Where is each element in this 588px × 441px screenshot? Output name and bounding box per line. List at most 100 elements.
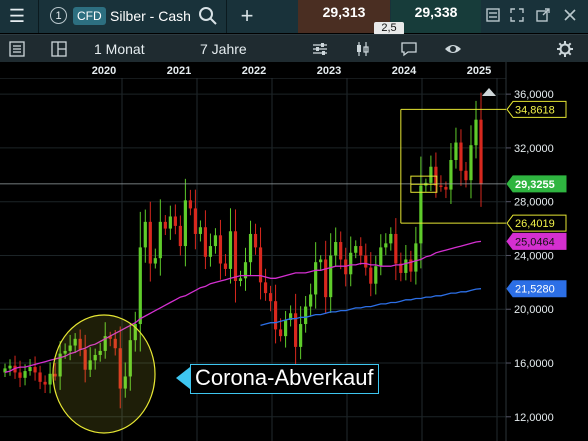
chart-toolbar: 1 Monat 7 Jahre: [0, 34, 588, 64]
candle-body: [68, 345, 72, 351]
checklist-icon[interactable]: [486, 8, 500, 22]
list-icon[interactable]: [8, 40, 26, 58]
candle-body: [389, 233, 393, 244]
price-tag-ma-short: 25,0464: [515, 236, 555, 248]
candle-body: [294, 313, 298, 347]
gear-icon[interactable]: [556, 40, 574, 58]
candle-body: [193, 208, 197, 234]
y-tick-label: 12,0000: [514, 412, 554, 424]
candle-body: [289, 313, 293, 320]
eye-icon[interactable]: [444, 40, 462, 58]
candle-body: [48, 373, 52, 385]
spread-value: 2,5: [374, 22, 404, 35]
candle-body: [28, 367, 32, 372]
candle-body: [213, 235, 218, 247]
x-tick-label: 2022: [242, 65, 266, 77]
x-tick-label: 2024: [392, 65, 417, 77]
overlays: [0, 88, 506, 434]
candle-body: [399, 263, 403, 273]
corona-highlight-ellipse: [52, 314, 156, 434]
hamburger-icon[interactable]: ☰: [8, 6, 26, 26]
sliders-icon[interactable]: [311, 40, 329, 58]
price-chart[interactable]: 2020 2021 2022 2023 2024 2025 36,0000 32,0000 2…: [0, 62, 588, 441]
candle-body: [53, 373, 57, 377]
candle-body: [409, 259, 413, 272]
candle-body: [78, 338, 82, 350]
candle-body: [369, 267, 373, 284]
price-tag-current: 29,3255: [515, 179, 555, 191]
candle-body: [344, 259, 348, 275]
ask-price[interactable]: 29,338: [391, 0, 481, 33]
candle-body: [444, 186, 448, 190]
range-selector[interactable]: 7 Jahre: [200, 41, 247, 57]
candle-body: [118, 348, 122, 389]
candle-body: [339, 242, 343, 260]
x-tick-label: 2021: [167, 65, 191, 77]
candle-body: [203, 227, 208, 257]
candle-body: [143, 221, 147, 248]
y-tick-label: 20,0000: [514, 304, 554, 316]
search-icon[interactable]: [197, 5, 219, 27]
candle-body: [384, 243, 388, 248]
close-icon[interactable]: [563, 8, 577, 22]
candlestick-icon[interactable]: [354, 40, 372, 58]
x-axis: 2020 2021 2022 2023 2024 2025: [0, 62, 506, 78]
candle-body: [273, 301, 278, 330]
price-tag-high: 34,8618: [515, 104, 555, 116]
annotation-callout[interactable]: Corona-Abverkauf: [190, 364, 379, 394]
candle-body: [439, 185, 443, 187]
candle-body: [3, 368, 7, 373]
candle-body: [173, 216, 177, 226]
candle-body: [454, 142, 458, 161]
candle-body: [354, 246, 358, 253]
candle-body: [158, 221, 162, 259]
candle-body: [108, 336, 112, 339]
y-axis: 36,0000 32,0000 28,0000 24,0000 20,0000 16,00…: [505, 62, 588, 441]
candle-body: [334, 242, 338, 256]
candle-body: [43, 381, 47, 385]
candle-body: [83, 349, 87, 370]
tab-number[interactable]: 1: [50, 7, 67, 24]
candle-body: [394, 233, 398, 264]
plus-icon[interactable]: +: [240, 3, 254, 28]
candle-body: [183, 200, 187, 247]
candle-body: [329, 255, 333, 298]
candle-body: [163, 221, 167, 229]
x-axis-band: [0, 62, 506, 78]
top-bar: ☰ 1 CFD Silber - Cash + 29,313 29,338 2,…: [0, 0, 588, 35]
y-tick-label: 24,0000: [514, 250, 554, 262]
candle-body: [459, 142, 463, 171]
candle-body: [208, 246, 213, 257]
price-tag-ma-long-bg: [506, 280, 567, 298]
candle-body: [349, 252, 353, 275]
x-tick-label: 2020: [92, 65, 116, 77]
candle-body: [233, 231, 238, 282]
callout-arrow-icon: [176, 367, 190, 389]
candle-body: [18, 372, 22, 378]
price-tag-ma-long: 21,5280: [515, 284, 555, 296]
price-tag-low-bg: [506, 214, 567, 232]
candle-body: [374, 266, 378, 284]
bid-price[interactable]: 29,313: [298, 0, 390, 33]
candle-body: [299, 324, 303, 347]
price-tag-current-bg: [506, 175, 567, 193]
candle-body: [479, 119, 483, 185]
cfd-badge: CFD: [73, 7, 106, 25]
divider: [226, 0, 227, 33]
interval-selector[interactable]: 1 Monat: [94, 41, 145, 57]
candle-body: [178, 225, 182, 247]
comment-icon[interactable]: [400, 40, 418, 58]
instrument-title[interactable]: Silber - Cash: [110, 8, 191, 24]
candle-body: [414, 243, 418, 272]
price-tag-low: 26,4019: [515, 218, 555, 230]
popout-icon[interactable]: [536, 8, 550, 22]
candle-body: [128, 340, 132, 377]
candle-body: [138, 247, 142, 325]
candle-body: [198, 227, 203, 234]
layout-icon[interactable]: [50, 40, 68, 58]
candle-body: [8, 365, 12, 369]
ma-long-line: [260, 288, 482, 327]
expand-icon[interactable]: [510, 8, 524, 22]
x-tick-label: 2023: [317, 65, 341, 77]
candle-body: [228, 231, 233, 269]
